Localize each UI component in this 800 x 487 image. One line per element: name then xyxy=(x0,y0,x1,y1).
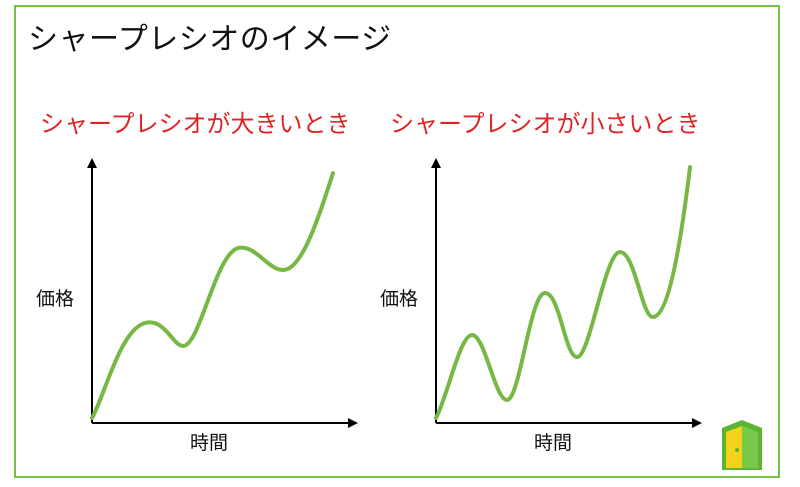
right-x-axis-label: 時間 xyxy=(534,432,573,454)
left-price-curve xyxy=(90,171,335,420)
right-panel-axes xyxy=(431,158,702,428)
door-logo-icon xyxy=(720,418,764,472)
panel-title-high-sharpe: シャープレシオが大きいとき xyxy=(40,110,351,138)
page-title: シャープレシオのイメージ xyxy=(28,22,392,57)
right-price-curve xyxy=(434,165,692,420)
left-y-axis-label: 価格 xyxy=(36,288,75,310)
image-frame xyxy=(14,5,780,478)
left-x-axis-label: 時間 xyxy=(190,432,229,454)
panel-title-low-sharpe: シャープレシオが小さいとき xyxy=(390,110,701,138)
right-y-axis-label: 価格 xyxy=(380,288,419,310)
left-panel-axes xyxy=(87,158,358,428)
